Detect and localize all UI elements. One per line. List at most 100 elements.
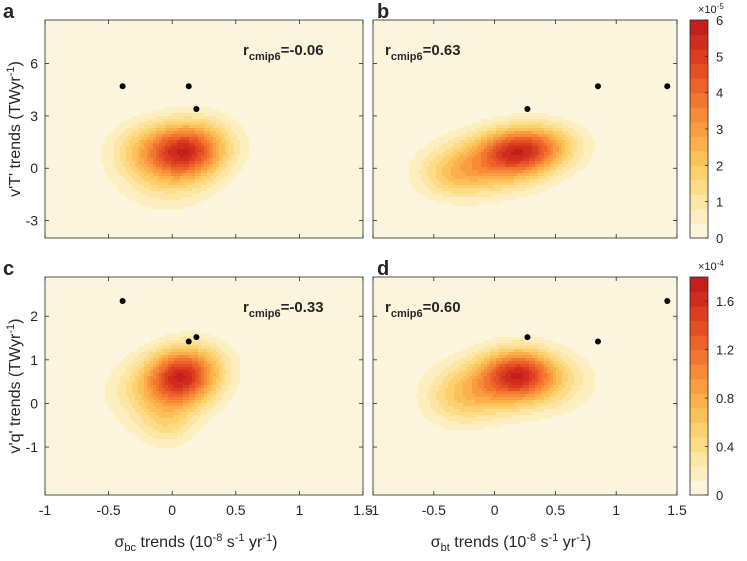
x-tick-label: 0 [491,502,499,518]
axes-frame [372,276,678,496]
colorbar-exponent: ×10-5 [698,2,724,16]
x-tick-label: 1 [296,502,304,518]
colorbar-segment [690,335,708,351]
y-tick-label: 2 [30,308,38,324]
x-tick-label: -0.5 [97,502,121,518]
panel-label: c [3,258,14,280]
colorbar-segment [690,436,708,452]
colorbar-tick-label: 5 [716,49,723,64]
colorbar-tick-label: 6 [716,13,723,28]
colorbar-1: 0 1 2 3 4 5 6×10-5 [689,2,724,246]
panel-b: b rcmip6=0.63 [372,1,678,239]
y-tick-label: 1 [30,352,38,368]
x-axis-label: σbc trends (10-8 s-1 yr-1) [115,532,278,554]
x-tick-label: 0.5 [226,502,246,518]
colorbar-segment [690,291,708,307]
colorbar-segment [690,364,708,380]
colorbar-tick-label: 1.2 [716,343,734,358]
y-tick-label: 0 [30,395,38,411]
y-axis-label: v'T' trends (TWyr-1) [5,61,24,197]
colorbar-tick-label: 3 [716,122,723,137]
model-point [524,105,531,112]
colorbar-segment [690,78,708,94]
model-point [193,334,200,341]
colorbar-segment [690,194,708,210]
colorbar-tick-label: 0.8 [716,391,734,406]
colorbar-segment [690,223,708,239]
colorbar-tick-label: 1 [716,195,723,210]
panel-label: b [377,1,389,23]
x-tick-label: 1 [612,502,620,518]
model-point [185,338,192,345]
x-tick-label: -1 [367,502,380,518]
colorbar-segment [690,306,708,322]
y-tick-label: -1 [26,439,39,455]
colorbar-segment [690,208,708,224]
model-point [524,334,531,341]
colorbar-segment [690,49,708,65]
colorbar-2: 0 0.4 0.8 1.2 1.6 ×10-4 [689,259,734,503]
density-field [105,331,241,449]
panel-c: -1 0 1 2 -1 -0.5 0 0.5 1 1.5 c rcmip6=-0.33 v'q' tre… [3,258,373,554]
model-point [594,83,601,90]
axes-frame [44,19,364,239]
y-tick-label: 6 [30,56,38,72]
x-tick-label: 0 [168,502,176,518]
colorbar-segment [690,63,708,79]
x-axis-label: σbt trends (10-8 s-1 yr-1) [431,532,591,554]
colorbar-segment [690,121,708,137]
model-point [119,297,126,304]
density-field [102,107,250,210]
model-point [185,83,192,90]
colorbar-tick-label: 4 [716,86,723,101]
colorbar-segment [690,20,708,36]
correlation-annotation: rcmip6=0.63 [385,42,461,63]
y-tick-label: -3 [26,213,39,229]
colorbar-segment [690,34,708,50]
x-tick-label: 0.5 [546,502,566,518]
model-point [193,105,200,112]
x-tick-label: -1 [39,502,52,518]
axes-frame [372,19,678,239]
model-point [664,297,671,304]
colorbar-segment [690,378,708,394]
colorbar-segment [690,465,708,481]
x-tick-label: 1.5 [353,502,373,518]
x-tick-label: -0.5 [422,502,446,518]
y-tick-label: 0 [30,160,38,176]
correlation-annotation: rcmip6=-0.33 [243,299,324,320]
colorbar-segment [690,393,708,409]
panel-label: a [3,1,15,23]
density-field [415,337,596,431]
colorbar-segment [690,92,708,108]
colorbar-segment [690,277,708,293]
colorbar-tick-label: 0 [716,231,723,246]
colorbar-segment [690,480,708,496]
axes-frame [44,276,364,496]
colorbar-segment [690,451,708,467]
x-tick-label: 1.5 [667,502,687,518]
colorbar-tick-label: 2 [716,158,723,173]
colorbar-segment [690,320,708,336]
model-point [664,83,671,90]
colorbar-segment [690,407,708,423]
colorbar-tick-label: 0 [716,488,723,503]
correlation-annotation: rcmip6=-0.06 [243,42,324,63]
colorbar-segment [690,136,708,152]
colorbar-segment [690,107,708,123]
model-point [119,83,126,90]
y-tick-label: 3 [30,108,38,124]
colorbar-segment [690,165,708,181]
panel-d: -1 -0.5 0 0.5 1 1.5 d rcmip6=0.60 σbt trends (10… [367,258,687,554]
y-axis-label: v'q' trends (TWyr-1) [5,319,24,454]
panel-a: -3 0 3 6 a rcmip6=-0.06 v'T' trends (TWyr-1) [3,1,364,239]
colorbar-segment [690,150,708,166]
colorbar-tick-label: 1.6 [716,294,734,309]
panel-label: d [377,258,389,280]
correlation-annotation: rcmip6=0.60 [385,299,461,320]
colorbar-exponent: ×10-4 [698,259,724,273]
colorbar-segment [690,179,708,195]
model-point [594,338,601,345]
colorbar-tick-label: 0.4 [716,440,734,455]
